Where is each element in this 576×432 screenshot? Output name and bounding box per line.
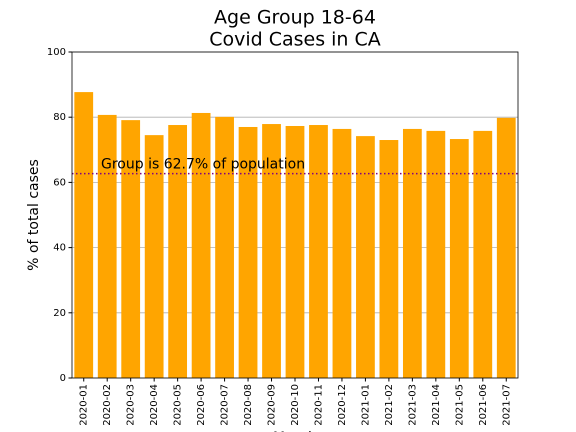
- bar: [168, 125, 188, 378]
- bar: [496, 117, 516, 379]
- x-tick-label: 2020-12: [337, 384, 348, 426]
- bar: [74, 92, 94, 379]
- x-tick-label: 2021-01: [360, 384, 371, 426]
- x-tick-label: 2020-01: [79, 384, 90, 426]
- x-tick-label: 2020-10: [290, 384, 301, 426]
- bar: [309, 125, 328, 378]
- bar: [191, 112, 211, 378]
- x-tick-label: 2020-06: [196, 384, 207, 426]
- bar: [215, 116, 234, 379]
- bar: [449, 139, 469, 378]
- x-tick-label: 2020-11: [313, 384, 324, 426]
- x-tick-label: 2021-05: [454, 384, 465, 426]
- y-tick-label: 20: [53, 308, 66, 319]
- x-tick-label: 2020-08: [243, 384, 254, 426]
- y-tick-label: 100: [47, 47, 66, 58]
- y-tick-label: 60: [53, 177, 66, 188]
- bar: [285, 126, 305, 378]
- chart-title: Age Group 18-64: [214, 7, 376, 29]
- x-tick-label: 2020-05: [173, 384, 184, 426]
- bar: [473, 130, 493, 378]
- bar: [121, 120, 141, 378]
- x-tick-label: 2021-03: [407, 384, 418, 426]
- x-axis-label: Month: [273, 430, 317, 432]
- x-tick-label: 2020-04: [149, 384, 160, 426]
- bar: [332, 128, 352, 378]
- x-tick-label: 2020-02: [102, 384, 113, 426]
- x-tick-label: 2020-09: [267, 384, 278, 426]
- y-tick-label: 40: [53, 243, 66, 254]
- bar: [356, 136, 375, 378]
- y-tick-label: 80: [53, 112, 66, 123]
- bar: [426, 130, 446, 378]
- y-axis-label: % of total cases: [26, 159, 42, 271]
- x-tick-label: 2020-07: [220, 384, 231, 426]
- bar: [238, 126, 258, 378]
- x-tick-label: 2020-03: [126, 384, 137, 426]
- bar: [379, 140, 399, 378]
- x-tick-label: 2021-07: [501, 384, 512, 426]
- bar: [97, 114, 117, 378]
- x-tick-label: 2021-02: [384, 384, 395, 426]
- chart-title: Covid Cases in CA: [209, 29, 381, 51]
- x-tick-label: 2021-06: [478, 384, 489, 426]
- bar: [144, 135, 164, 378]
- bar: [402, 128, 422, 378]
- bar: [262, 124, 281, 379]
- x-tick-label: 2021-04: [431, 384, 442, 426]
- y-tick-label: 0: [60, 373, 66, 384]
- reference-label: Group is 62.7% of population: [101, 157, 305, 173]
- plot-frame: [71, 51, 519, 379]
